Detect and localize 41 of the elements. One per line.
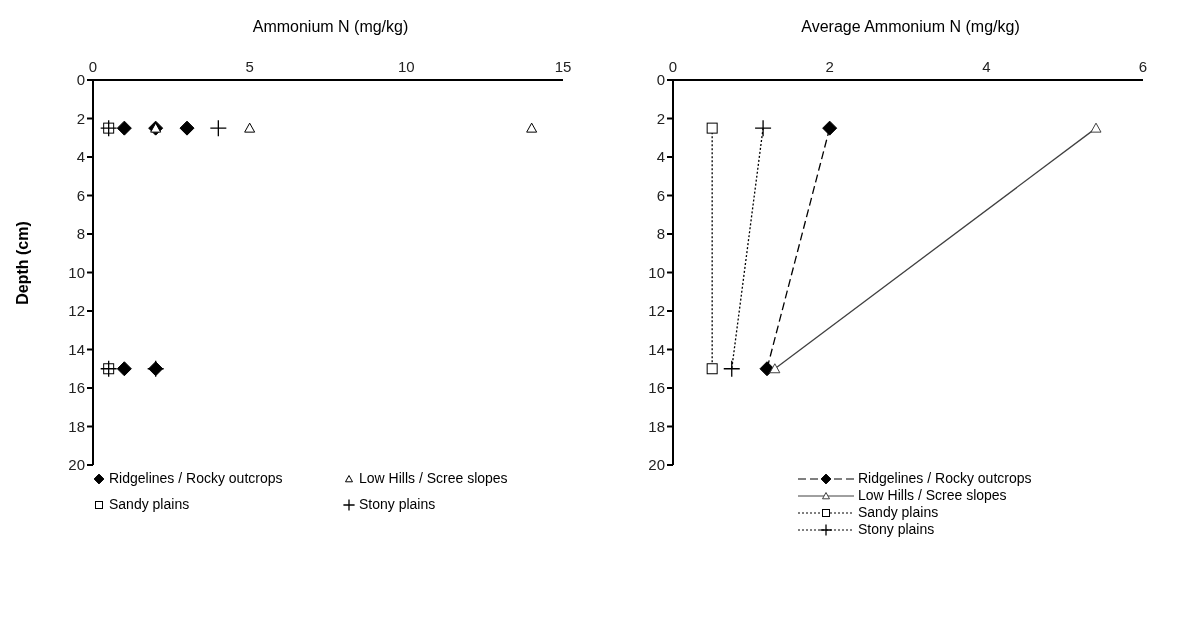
x-axis-title: Average Ammonium N (mg/kg) (800, 18, 1021, 37)
y-tick-label: 10 (68, 263, 85, 281)
y-tick-label: 4 (76, 148, 85, 166)
x-tick-label: 6 (1138, 58, 1148, 75)
y-tick-label: 14 (68, 340, 85, 358)
y-tick-label: 16 (68, 379, 85, 397)
y-tick-label: 0 (76, 71, 85, 89)
x-tick-label: 5 (245, 58, 254, 75)
x-tick-label: 0 (668, 58, 678, 75)
legend-label: Sandy plains (108, 496, 191, 512)
legend-label: Low Hills / Scree slopes (857, 487, 1008, 504)
y-axis-title: Depth (cm) (14, 221, 32, 305)
x-tick-label: 15 (554, 58, 572, 75)
y-tick-label: 6 (656, 186, 665, 204)
legend-label: Sandy plains (857, 504, 940, 521)
legend-label: Ridgelines / Rocky outcrops (108, 470, 284, 486)
y-tick-label: 20 (68, 456, 85, 474)
x-axis-title: Ammonium N (mg/kg) (251, 18, 410, 37)
legend-label: Stony plains (857, 521, 936, 538)
y-tick-label: 2 (76, 109, 85, 127)
legend-label: Low Hills / Scree slopes (358, 470, 509, 486)
legend-label: Ridgelines / Rocky outcrops (857, 470, 1033, 487)
y-tick-label: 8 (76, 225, 85, 243)
y-tick-label: 18 (68, 417, 85, 435)
y-tick-label: 8 (656, 225, 665, 243)
y-tick-label: 16 (648, 379, 665, 397)
y-tick-label: 10 (648, 263, 665, 281)
x-tick-label: 4 (982, 58, 991, 75)
y-tick-label: 20 (648, 456, 665, 474)
legend-label: Stony plains (358, 496, 437, 512)
y-tick-label: 12 (648, 302, 665, 320)
x-tick-label: 0 (88, 58, 98, 75)
y-tick-label: 4 (656, 148, 665, 166)
y-tick-label: 2 (656, 109, 665, 127)
y-tick-label: 14 (648, 340, 665, 358)
y-tick-label: 18 (648, 417, 665, 435)
x-tick-label: 10 (397, 58, 415, 75)
y-tick-label: 0 (656, 71, 665, 89)
y-tick-label: 12 (68, 302, 85, 320)
x-tick-label: 2 (825, 58, 834, 75)
y-tick-label: 6 (76, 186, 85, 204)
